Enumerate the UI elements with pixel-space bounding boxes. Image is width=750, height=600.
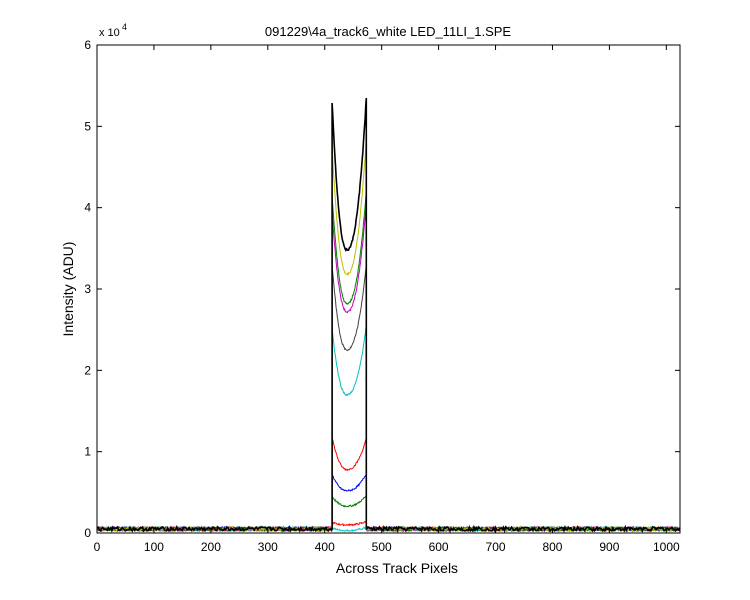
y-axis-label: Intensity (ADU) bbox=[60, 242, 76, 337]
y-tick-label: 5 bbox=[84, 119, 91, 133]
series-curves bbox=[96, 97, 681, 534]
y-tick-label: 4 bbox=[84, 201, 91, 215]
y-exponent-label: x 10 bbox=[99, 27, 120, 39]
y-tick-label: 2 bbox=[84, 363, 91, 377]
x-axis: 0 100 200 300 400 500 600 700 800 900 1000 bbox=[94, 45, 680, 554]
chart-title: 091229\4a_track6_white LED_11LI_1.SPE bbox=[265, 24, 512, 39]
x-tick-label: 900 bbox=[599, 540, 619, 554]
x-tick-label: 100 bbox=[144, 540, 164, 554]
y-tick-label: 6 bbox=[84, 38, 91, 52]
x-tick-label: 400 bbox=[315, 540, 335, 554]
plot-area bbox=[97, 45, 680, 533]
y-tick-label: 3 bbox=[84, 282, 91, 296]
x-tick-label: 800 bbox=[542, 540, 562, 554]
x-tick-label: 700 bbox=[486, 540, 506, 554]
x-tick-label: 500 bbox=[372, 540, 392, 554]
y-tick-label: 1 bbox=[84, 445, 91, 459]
series-line bbox=[96, 97, 681, 534]
y-axis: 0 1 2 3 4 5 6 bbox=[84, 38, 680, 540]
x-tick-label: 300 bbox=[258, 540, 278, 554]
y-tick-label: 0 bbox=[84, 526, 91, 540]
y-exponent-power: 4 bbox=[122, 22, 127, 32]
x-tick-label: 600 bbox=[429, 540, 449, 554]
x-axis-label: Across Track Pixels bbox=[336, 560, 458, 576]
x-tick-label: 0 bbox=[94, 540, 101, 554]
x-tick-label: 1000 bbox=[653, 540, 680, 554]
x-tick-label: 200 bbox=[201, 540, 221, 554]
